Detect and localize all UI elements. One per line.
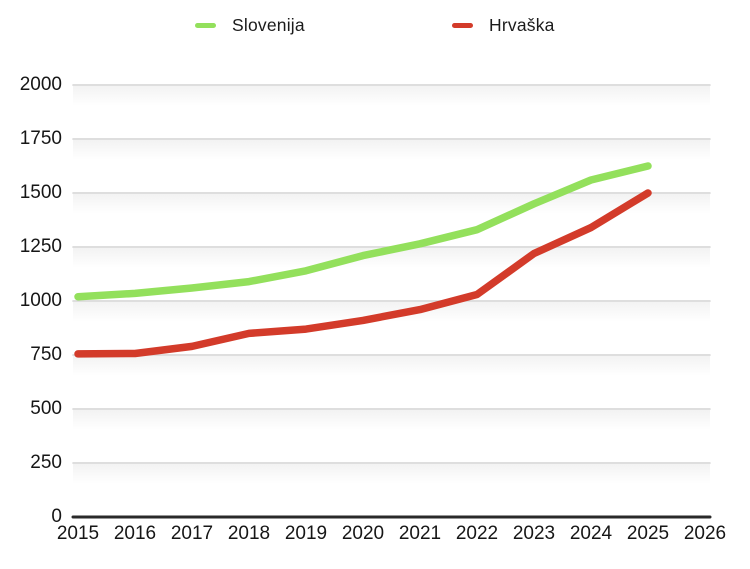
x-axis-tick-label: 2016: [113, 523, 157, 544]
gridline-band-shade: [73, 139, 710, 160]
x-axis-tick-label: 2019: [284, 523, 328, 544]
gridline-band-shade: [73, 85, 710, 106]
legend-label-hrvaska: Hrvaška: [489, 14, 555, 35]
y-axis-tick-label: 0: [51, 506, 62, 527]
y-axis-tick-label: 1000: [19, 290, 62, 311]
y-axis-tick-label: 250: [30, 452, 62, 473]
x-axis-tick-label: 2020: [341, 523, 385, 544]
legend-swatch-hrvaska-icon: [452, 22, 473, 28]
x-axis-tick-label: 2018: [227, 523, 271, 544]
x-axis-tick-label: 2015: [56, 523, 100, 544]
x-axis-tick-label: 2026: [683, 523, 727, 544]
gridline-band-shade: [73, 355, 710, 376]
legend-item-hrvaska: Hrvaška: [452, 12, 555, 38]
legend-item-slovenija: Slovenija: [195, 12, 305, 38]
y-axis-tick-label: 2000: [19, 74, 62, 95]
x-axis-tick-label: 2024: [569, 523, 613, 544]
chart-legend: Slovenija Hrvaška: [0, 12, 750, 38]
gridline-band-shade: [73, 247, 710, 268]
x-axis-tick-label: 2021: [398, 523, 442, 544]
gridline-band-shade: [73, 463, 710, 484]
x-axis-tick-label: 2023: [512, 523, 556, 544]
y-axis-tick-label: 1500: [19, 182, 62, 203]
gridline-band-shade: [73, 409, 710, 430]
series-line-slovenija: [74, 162, 652, 301]
legend-label-slovenija: Slovenija: [232, 14, 305, 35]
x-axis-tick-label: 2017: [170, 523, 214, 544]
y-axis-tick-label: 500: [30, 398, 62, 419]
y-axis-tick-label: 1250: [19, 236, 62, 257]
series-line-hrvaka: [74, 189, 652, 358]
x-axis-tick-label: 2025: [626, 523, 670, 544]
x-axis-tick-label: 2022: [455, 523, 499, 544]
legend-swatch-slovenija-icon: [195, 22, 216, 28]
y-axis-tick-label: 750: [30, 344, 62, 365]
y-axis-tick-label: 1750: [19, 128, 62, 149]
